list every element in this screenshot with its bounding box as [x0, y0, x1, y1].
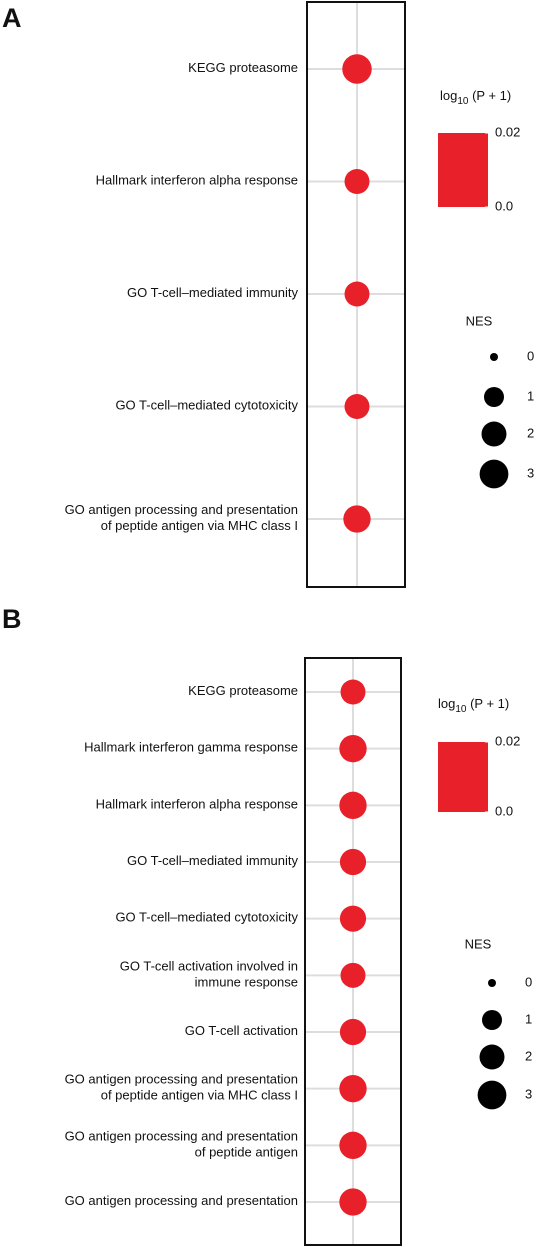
dot: [339, 1188, 367, 1216]
dot: [344, 394, 370, 419]
colorbar-tick-label: 0.0: [495, 198, 513, 213]
size-legend-dot: [488, 979, 496, 987]
frame: [306, 1, 406, 588]
category-label: GO T-cell–mediated immunity: [127, 285, 298, 300]
colorbar-title: log10 (P + 1): [438, 696, 509, 714]
category-line: GO antigen processing and presentation: [65, 1193, 298, 1208]
size-legend-label: 0: [525, 974, 532, 989]
colorbar-title-sub: 10: [457, 96, 469, 107]
panel-label: B: [2, 604, 22, 634]
category-line: GO T-cell–mediated cytotoxicity: [115, 398, 298, 413]
dot: [339, 1074, 367, 1103]
category-line: Hallmark interferon alpha response: [96, 797, 298, 812]
dot: [340, 679, 366, 705]
category-line: Hallmark interferon gamma response: [84, 740, 298, 755]
category-label: GO antigen processing and presentation of…: [65, 502, 298, 533]
category-line: GO T-cell–mediated cytotoxicity: [115, 910, 298, 925]
category-line: GO T-cell activation: [185, 1023, 298, 1038]
size-legend-title: NES: [465, 936, 492, 951]
dot: [339, 1131, 367, 1160]
size-legend-label: 2: [525, 1048, 532, 1063]
dot: [343, 505, 371, 533]
frame: [304, 657, 402, 1246]
category-label: GO T-cell activation: [185, 1023, 298, 1038]
colorbar-tick-label: 0.02: [495, 124, 520, 139]
category-line: GO antigen processing and presentation: [65, 1072, 298, 1087]
dot: [339, 791, 367, 820]
colorbar-title-part: (P + 1): [468, 88, 511, 103]
category-line: of peptide antigen: [195, 1145, 298, 1160]
colorbar-tick-label: 0.02: [495, 733, 520, 748]
colorbar-title: log10 (P + 1): [440, 88, 511, 106]
dot: [339, 734, 367, 763]
category-label: GO T-cell–mediated cytotoxicity: [115, 910, 298, 925]
size-legend-dot: [490, 353, 498, 361]
dot: [339, 848, 367, 876]
size-legend-dot: [481, 421, 507, 447]
colorbar-title-sub: 10: [455, 704, 467, 715]
category-line: KEGG proteasome: [188, 683, 298, 698]
size-legend-label: 3: [525, 1086, 532, 1101]
size-legend-dot: [482, 1010, 502, 1030]
category-label: GO T-cell–mediated immunity: [127, 853, 298, 868]
size-legend-dot: [479, 1044, 505, 1070]
category-label: Hallmark interferon alpha response: [96, 797, 298, 812]
size-legend-label: 1: [527, 388, 534, 403]
size-legend-label: 2: [527, 425, 534, 440]
colorbar-title-part: log: [438, 696, 455, 711]
category-line: GO T-cell–mediated immunity: [127, 853, 298, 868]
category-label: KEGG proteasome: [188, 683, 298, 698]
dot: [344, 281, 370, 307]
colorbar-title-part: (P + 1): [466, 696, 509, 711]
category-label: KEGG proteasome: [188, 60, 298, 75]
category-line: Hallmark interferon alpha response: [96, 173, 298, 188]
category-line: of peptide antigen via MHC class I: [101, 518, 298, 533]
category-line: immune response: [195, 975, 298, 990]
dot: [339, 1018, 367, 1046]
dot: [342, 54, 372, 84]
category-line: GO T-cell activation involved in: [120, 959, 298, 974]
category-label: Hallmark interferon alpha response: [96, 173, 298, 188]
size-legend-label: 1: [525, 1011, 532, 1026]
size-legend-dot: [479, 459, 509, 489]
dot: [340, 962, 366, 988]
category-line: KEGG proteasome: [188, 60, 298, 75]
size-legend-title: NES: [466, 313, 493, 328]
panel-label: A: [2, 3, 22, 33]
colorbar-title-part: log: [440, 88, 457, 103]
size-legend-label: 0: [527, 348, 534, 363]
colorbar-tick-label: 0.0: [495, 803, 513, 818]
size-legend-dot: [484, 387, 504, 407]
dot: [344, 169, 370, 194]
category-line: GO T-cell–mediated immunity: [127, 285, 298, 300]
size-legend-label: 3: [527, 465, 534, 480]
category-label: Hallmark interferon gamma response: [84, 740, 298, 755]
category-label: GO antigen processing and presentation of…: [65, 1072, 298, 1103]
dot: [339, 905, 367, 932]
category-line: of peptide antigen via MHC class I: [101, 1088, 298, 1103]
category-label: GO T-cell activation involved in immune r…: [120, 959, 298, 990]
colorbar: [438, 742, 488, 812]
category-line: GO antigen processing and presentation: [65, 502, 298, 517]
category-label: GO antigen processing and presentation: [65, 1193, 298, 1208]
category-line: GO antigen processing and presentation: [65, 1129, 298, 1144]
category-label: GO antigen processing and presentation of…: [65, 1129, 298, 1160]
size-legend-dot: [477, 1080, 507, 1110]
colorbar: [438, 133, 488, 207]
category-label: GO T-cell–mediated cytotoxicity: [115, 398, 298, 413]
